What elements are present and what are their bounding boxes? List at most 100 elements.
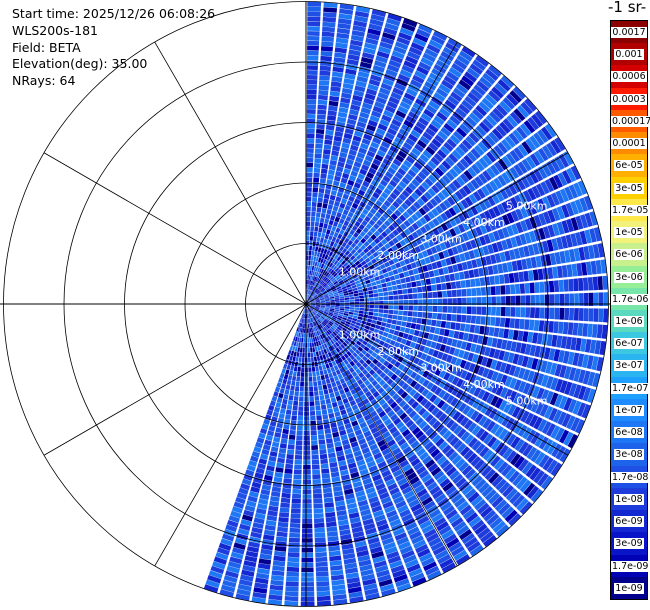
range-gate [396, 36, 411, 46]
range-gate [467, 352, 475, 362]
range-gate [338, 404, 345, 411]
range-gate [381, 322, 387, 327]
range-gate [370, 335, 376, 342]
range-gate [295, 341, 299, 347]
range-gate [510, 453, 521, 466]
range-gate [550, 425, 561, 439]
range-gate [451, 314, 457, 322]
range-gate [307, 323, 310, 328]
range-gate [274, 546, 287, 552]
range-gate [306, 284, 309, 290]
range-gate [515, 221, 524, 234]
start-time-label: Start time: 2025/12/26 06:08:26 [12, 6, 216, 21]
range-gate [377, 227, 384, 234]
range-gate [291, 498, 301, 504]
range-gate [344, 308, 350, 312]
range-gate [358, 313, 364, 317]
range-gate [269, 584, 284, 591]
range-gate [495, 524, 510, 537]
range-gate [373, 175, 382, 183]
range-gate [263, 418, 271, 425]
range-gate [328, 235, 333, 241]
range-gate [462, 332, 469, 341]
range-gate [312, 192, 318, 198]
range-gate [345, 63, 358, 71]
range-gate [310, 352, 314, 358]
range-gate [379, 253, 386, 259]
range-gate [337, 288, 343, 292]
range-gate [386, 100, 398, 110]
ray-13 [306, 65, 502, 304]
range-gate [455, 107, 467, 119]
range-gate [431, 184, 440, 194]
range-gate [286, 571, 299, 577]
range-gate [513, 366, 521, 378]
range-gate [497, 79, 511, 92]
range-gate [307, 275, 310, 280]
range-gate [309, 322, 312, 328]
range-gate [313, 381, 318, 387]
range-gate [412, 102, 424, 112]
range-gate [336, 116, 347, 123]
range-gate [315, 217, 320, 223]
range-gate [340, 393, 347, 400]
range-gate [416, 447, 426, 457]
range-gate [331, 574, 345, 581]
range-gate [411, 213, 419, 222]
range-gate [345, 272, 351, 277]
range-gate [453, 348, 461, 357]
range-gate [562, 151, 574, 166]
range-gate [416, 157, 426, 167]
range-gate [564, 186, 574, 201]
range-gate [328, 312, 334, 315]
range-gate [396, 455, 407, 464]
range-gate [382, 32, 396, 41]
range-gate [338, 279, 344, 284]
range-gate [334, 336, 339, 342]
range-gate [292, 356, 296, 362]
range-gate [357, 289, 363, 293]
range-gate [436, 234, 444, 244]
range-gate [286, 379, 292, 386]
range-gate [419, 216, 428, 225]
range-gate [357, 346, 364, 352]
range-gate [258, 558, 272, 565]
range-gate [499, 274, 505, 285]
range-gate [319, 317, 324, 322]
range-gate [315, 256, 319, 262]
range-gate [508, 470, 520, 484]
range-gate [573, 182, 583, 197]
range-gate [382, 353, 389, 360]
range-gate [322, 276, 327, 281]
range-gate [578, 308, 584, 321]
range-gate [436, 351, 444, 360]
range-gate [323, 492, 333, 499]
range-gate [384, 505, 396, 514]
range-gate [372, 414, 380, 422]
range-gate [488, 65, 502, 78]
range-gate [539, 403, 549, 417]
range-gate [257, 462, 266, 470]
range-gate [427, 462, 439, 473]
range-gate [347, 113, 358, 121]
range-gate [306, 211, 311, 217]
range-gate [371, 281, 377, 287]
range-gate [375, 128, 386, 136]
range-gate [338, 460, 347, 467]
range-gate [368, 184, 377, 192]
range-gate [552, 266, 559, 279]
range-gate [310, 280, 313, 286]
range-gate [410, 262, 417, 269]
range-gate [301, 323, 304, 328]
range-gate [281, 403, 287, 410]
range-gate [388, 240, 395, 247]
range-gate [524, 232, 532, 244]
range-gate [357, 173, 366, 180]
range-gate [525, 138, 537, 152]
range-gate [371, 351, 378, 358]
range-gate [333, 175, 341, 182]
range-gate [361, 375, 368, 383]
range-gate [468, 437, 478, 448]
colorbar-tick-label: 1.7e-05 [611, 204, 650, 216]
range-gate [423, 108, 435, 119]
